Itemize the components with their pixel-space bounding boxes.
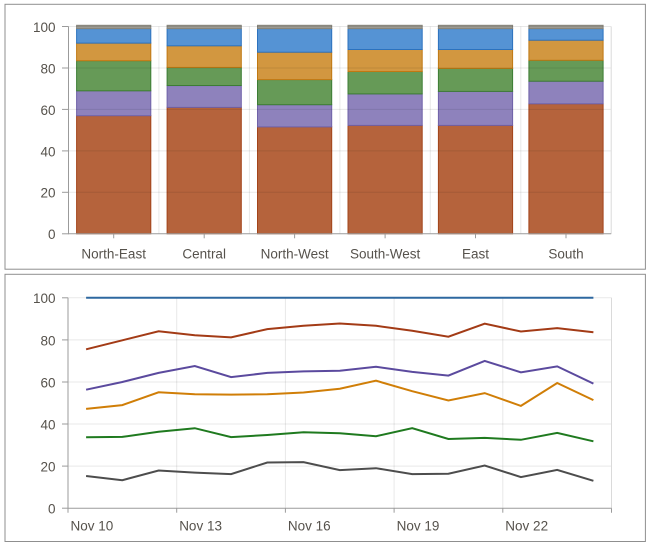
svg-text:North-West: North-West (261, 247, 329, 262)
svg-text:Central: Central (182, 247, 226, 262)
svg-text:Nov 16: Nov 16 (288, 519, 331, 534)
svg-text:South-West: South-West (350, 247, 421, 262)
svg-text:Nov 13: Nov 13 (179, 519, 222, 534)
svg-text:0: 0 (48, 502, 56, 517)
svg-text:60: 60 (40, 375, 55, 390)
svg-text:20: 20 (40, 186, 55, 201)
svg-text:0: 0 (48, 227, 56, 242)
svg-text:80: 80 (40, 333, 55, 348)
svg-text:40: 40 (40, 144, 55, 159)
svg-text:100: 100 (33, 20, 56, 35)
svg-text:South: South (548, 247, 583, 262)
svg-text:Nov 10: Nov 10 (71, 519, 114, 534)
svg-text:80: 80 (40, 61, 55, 76)
svg-text:100: 100 (33, 291, 56, 306)
svg-text:40: 40 (40, 417, 55, 432)
svg-text:20: 20 (40, 460, 55, 475)
svg-text:Nov 19: Nov 19 (397, 519, 440, 534)
svg-text:60: 60 (40, 103, 55, 118)
svg-text:East: East (462, 247, 489, 262)
svg-text:North-East: North-East (81, 247, 146, 262)
svg-text:Nov 22: Nov 22 (505, 519, 548, 534)
